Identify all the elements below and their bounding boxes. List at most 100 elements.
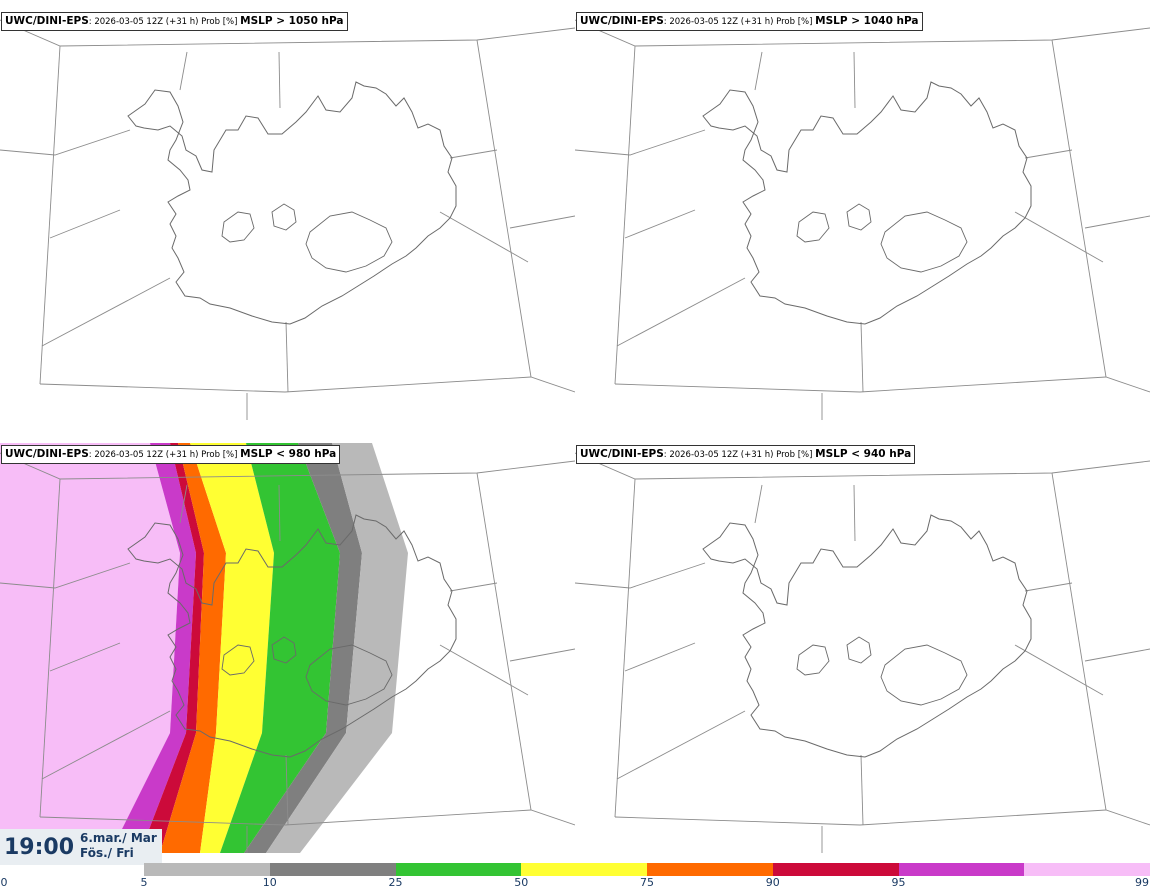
grid-line <box>449 582 498 592</box>
glacier-outline <box>271 203 297 231</box>
grid-line <box>49 209 121 239</box>
grid-line <box>476 39 532 378</box>
colorbar-segment <box>144 863 271 876</box>
grid-line <box>0 129 131 156</box>
grid-line <box>0 19 575 47</box>
grid-line <box>616 277 746 347</box>
grid-lines-3 <box>0 452 575 853</box>
glacier-outline <box>305 211 393 273</box>
grid-line <box>853 51 856 109</box>
colorbar-segment <box>647 863 774 876</box>
grid-line <box>575 452 1150 480</box>
grid-line <box>179 51 188 91</box>
grid-line <box>614 45 636 385</box>
grid-line <box>860 321 864 393</box>
grid-line <box>0 562 131 589</box>
map-panel-1: UWC/DINI-EPS: 2026-03-05 12Z (+31 h) Pro… <box>0 0 575 433</box>
colorbar-segment <box>395 863 522 876</box>
grid-line <box>624 209 696 239</box>
colorbar-label: 5 <box>140 876 148 889</box>
grid-line <box>575 129 706 156</box>
panel-title-1: UWC/DINI-EPS: 2026-03-05 12Z (+31 h) Pro… <box>1 12 348 31</box>
glaciers-1 <box>221 203 393 273</box>
grid-line <box>285 754 289 826</box>
colorbar-segment <box>521 863 648 876</box>
grid-line <box>179 484 188 524</box>
colorbar-segment <box>1024 863 1150 876</box>
grid-line <box>39 376 575 393</box>
grid-lines-2 <box>575 19 1150 420</box>
colorbar-label: 50 <box>514 876 529 889</box>
valid-time-box: 19:00 6.mar./ Mar Fös./ Fri <box>0 829 162 865</box>
grid-line <box>853 484 856 542</box>
probability-band-75 <box>160 443 226 853</box>
grid-line <box>1024 582 1073 592</box>
colorbar-label: 75 <box>640 876 654 889</box>
glaciers-3 <box>221 636 393 706</box>
probability-band-95 <box>110 443 196 853</box>
colorbar-segment <box>772 863 899 876</box>
iceland-coastline-4 <box>702 514 1032 758</box>
colorbar-segment <box>269 863 396 876</box>
grid-line <box>509 648 575 662</box>
glacier-outline <box>880 644 968 706</box>
glacier-outline <box>846 203 872 231</box>
probability-band-25 <box>220 443 340 853</box>
grid-line <box>476 472 532 811</box>
glaciers-2 <box>796 203 968 273</box>
glacier-outline <box>796 644 830 676</box>
grid-line <box>575 19 1150 47</box>
grid-line <box>754 51 763 91</box>
grid-line <box>49 642 121 672</box>
grid-line <box>0 452 575 480</box>
glaciers-4 <box>796 636 968 706</box>
grid-line <box>278 484 281 542</box>
grid-line <box>1014 211 1104 263</box>
probability-band-90 <box>140 443 204 853</box>
probability-band-5 <box>266 443 408 853</box>
panel-title-3: UWC/DINI-EPS: 2026-03-05 12Z (+31 h) Pro… <box>1 445 341 464</box>
glacier-outline <box>846 636 872 664</box>
grid-line <box>509 215 575 229</box>
panel-title-4: UWC/DINI-EPS: 2026-03-05 12Z (+31 h) Pro… <box>576 445 916 464</box>
glacier-outline <box>221 644 255 676</box>
grid-line <box>39 478 61 818</box>
grid-line <box>449 149 498 159</box>
colorbar-label: 90 <box>765 876 780 889</box>
map-panel-2: UWC/DINI-EPS: 2026-03-05 12Z (+31 h) Pro… <box>575 0 1150 433</box>
grid-lines-4 <box>575 452 1150 853</box>
grid-line <box>439 211 529 263</box>
map-3 <box>0 443 575 853</box>
valid-date-line-2: Fös./ Fri <box>80 846 134 860</box>
probability-band-99 <box>0 443 180 853</box>
glacier-outline <box>305 644 393 706</box>
probability-field <box>0 443 408 853</box>
map-panel-4: UWC/DINI-EPS: 2026-03-05 12Z (+31 h) Pro… <box>575 433 1150 866</box>
grid-line <box>439 644 529 696</box>
map-4 <box>575 452 1150 853</box>
grid-line <box>1051 39 1107 378</box>
grid-line <box>1084 215 1150 229</box>
colorbar-label: 99 <box>1135 876 1149 889</box>
glacier-outline <box>880 211 968 273</box>
colorbar <box>144 863 1150 876</box>
colorbar-label: 10 <box>262 876 277 889</box>
grid-line <box>575 562 706 589</box>
grid-line <box>41 277 171 347</box>
colorbar-label: 25 <box>388 876 403 889</box>
grid-line <box>614 478 636 818</box>
panel-title-2: UWC/DINI-EPS: 2026-03-05 12Z (+31 h) Pro… <box>576 12 923 31</box>
map-1 <box>0 19 575 420</box>
grid-line <box>1014 644 1104 696</box>
glacier-outline <box>796 211 830 243</box>
grid-lines-1 <box>0 19 575 420</box>
glacier-outline <box>221 211 255 243</box>
grid-line <box>278 51 281 109</box>
valid-date: 6.mar./ Mar Fös./ Fri <box>80 831 157 861</box>
grid-line <box>1084 648 1150 662</box>
probability-band-10 <box>244 443 362 853</box>
grid-line <box>1024 149 1073 159</box>
colorbar-label: 95 <box>891 876 906 889</box>
map-2 <box>575 19 1150 420</box>
grid-line <box>285 321 289 393</box>
